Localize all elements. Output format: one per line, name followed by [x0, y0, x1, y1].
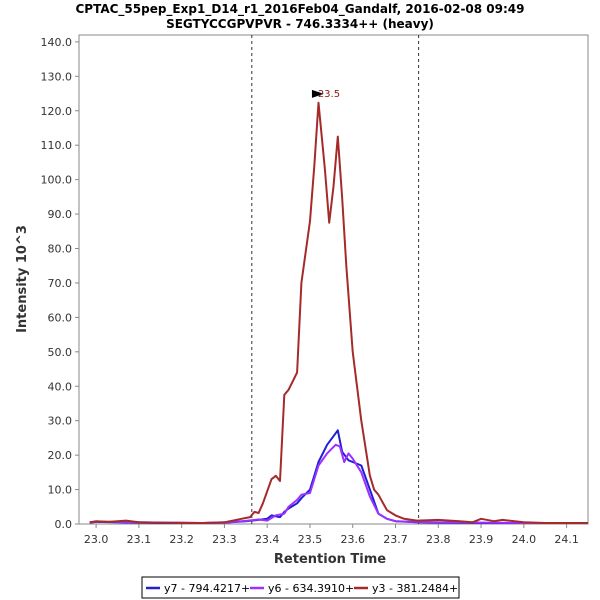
- x-tick-label: 23.7: [383, 533, 408, 546]
- x-tick-label: 24.0: [512, 533, 537, 546]
- y-tick-label: 30.0: [48, 415, 73, 428]
- x-tick-label: 23.6: [340, 533, 365, 546]
- x-tick-label: 24.1: [554, 533, 579, 546]
- legend-label: y7 - 794.4217+: [164, 582, 250, 595]
- peak-annotation: 23.5: [311, 89, 340, 100]
- chart-title: CPTAC_55pep_Exp1_D14_r1_2016Feb04_Gandal…: [75, 2, 524, 17]
- x-tick-label: 23.5: [298, 533, 323, 546]
- series-line-y3: [89, 101, 588, 524]
- peak-label: 23.5: [318, 89, 340, 100]
- x-tick-label: 23.2: [169, 533, 194, 546]
- series-lines: [89, 101, 588, 524]
- legend-label: y6 - 634.3910+: [268, 582, 354, 595]
- y-tick-label: 50.0: [48, 346, 73, 359]
- y-tick-label: 60.0: [48, 311, 73, 324]
- x-tick-label: 23.4: [255, 533, 280, 546]
- x-tick-label: 23.3: [212, 533, 237, 546]
- x-tick-label: 23.9: [469, 533, 494, 546]
- x-tick-label: 23.1: [127, 533, 152, 546]
- y-tick-label: 40.0: [48, 380, 73, 393]
- peak-marker-icon: [311, 89, 324, 98]
- plot-area: [78, 34, 589, 525]
- y-tick-label: 0.0: [55, 518, 73, 531]
- y-tick-label: 10.0: [48, 484, 73, 497]
- y-tick-label: 70.0: [48, 277, 73, 290]
- chart-subtitle: SEGTYCCGPVPVR - 746.3334++ (heavy): [166, 17, 434, 31]
- y-tick-label: 90.0: [48, 208, 73, 221]
- y-tick-label: 80.0: [48, 243, 73, 256]
- x-axis-label: Retention Time: [274, 552, 386, 567]
- x-tick-label: 23.0: [84, 533, 109, 546]
- legend-box: [141, 576, 460, 599]
- y-tick-label: 110.0: [41, 139, 73, 152]
- legend: y7 - 794.4217+ y6 - 634.3910+ y3 - 381.248…: [141, 576, 460, 599]
- legend-label: y3 - 381.2484+: [372, 582, 458, 595]
- y-axis: 0.0 10.0 20.0 30.0 40.0 50.0 60.0 70.0 80.0 90.0 1…: [41, 36, 79, 531]
- y-tick-label: 130.0: [41, 70, 73, 83]
- y-tick-label: 20.0: [48, 449, 73, 462]
- y-tick-label: 140.0: [41, 36, 73, 49]
- y-tick-label: 120.0: [41, 105, 73, 118]
- x-axis: 23.0 23.1 23.2 23.3 23.4 23.5 23.6 23.7 23.8 23.9…: [84, 524, 579, 546]
- y-axis-label: Intensity 10^3: [15, 225, 30, 333]
- y-tick-label: 100.0: [41, 174, 73, 187]
- x-tick-label: 23.8: [426, 533, 451, 546]
